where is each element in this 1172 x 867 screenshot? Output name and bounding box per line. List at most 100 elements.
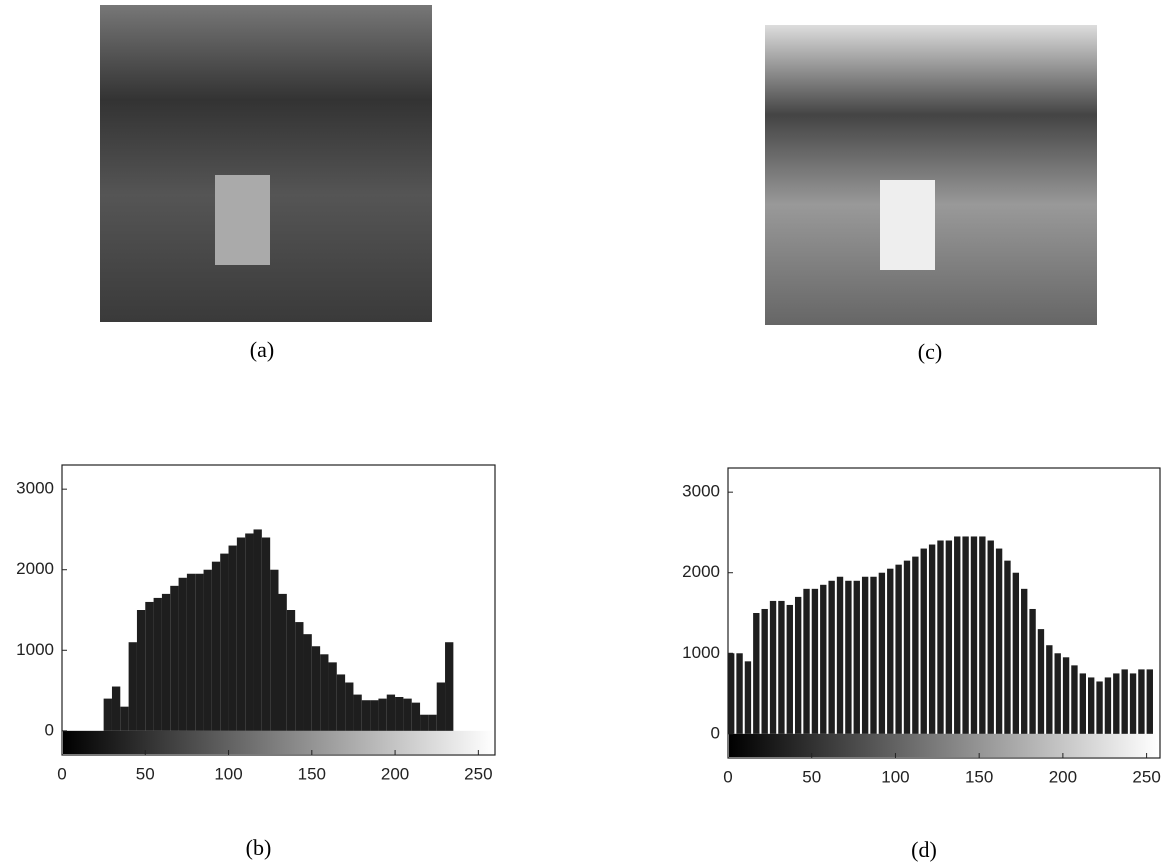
photo-equalized [765,25,1097,325]
bar [420,715,428,731]
bar [946,541,952,734]
bar [245,533,253,730]
bar [1004,561,1010,734]
bar [320,654,328,731]
bar [129,642,137,731]
bar [337,674,345,730]
bar [254,529,262,730]
gray-scale-bar [729,734,1159,757]
bar [879,573,885,734]
bar [1138,669,1144,733]
bar [428,715,436,731]
bar [1055,653,1061,734]
bar [862,577,868,734]
bar [387,695,395,731]
bar [929,545,935,734]
bar [845,581,851,734]
bar [912,557,918,734]
x-tick-label: 50 [802,767,821,786]
bar [870,577,876,734]
bar [803,589,809,734]
y-tick-label: 2000 [16,559,54,578]
bar [770,601,776,734]
y-tick-label: 3000 [16,479,54,498]
bar [112,687,120,731]
bar [412,703,420,731]
caption: (c) [918,339,942,364]
bar [179,578,187,731]
bar [979,536,985,733]
bar [988,541,994,734]
bar [1130,673,1136,733]
caption: (b) [246,835,272,860]
x-tick-label: 150 [965,767,993,786]
bar [353,695,361,731]
bar [854,581,860,734]
bar [287,610,295,731]
bar [262,538,270,731]
bar [154,598,162,731]
x-tick-label: 0 [723,767,732,786]
bar [162,594,170,731]
bar [1113,673,1119,733]
bar [904,561,910,734]
bar [1013,573,1019,734]
bar [445,642,453,731]
bar [328,662,336,730]
bar [1105,677,1111,733]
bar [1046,645,1052,734]
bar [1021,589,1027,734]
bar [295,622,303,731]
y-tick-label: 0 [711,723,720,742]
bar [204,570,212,731]
x-tick-label: 250 [1132,767,1160,786]
bar [403,699,411,731]
bar [104,699,112,731]
bar [812,589,818,734]
gray-scale-bar [63,731,494,754]
bar [270,570,278,731]
bar [937,541,943,734]
bar [229,546,237,731]
x-tick-label: 100 [214,764,242,783]
bar [954,536,960,733]
bar [312,646,320,731]
bar [137,610,145,731]
bar [1096,681,1102,733]
bar [1080,673,1086,733]
bar [795,597,801,734]
caption: (a) [250,337,274,362]
bar [362,700,370,731]
photo-original [100,5,432,322]
bar [1071,665,1077,733]
x-tick-label: 250 [464,764,492,783]
bar [237,538,245,731]
bar [887,569,893,734]
y-tick-label: 2000 [682,562,720,581]
y-tick-label: 3000 [682,482,720,501]
figure: (a) (c) 0 1000 2000 3000 0 50 100 150 200 250 (b) 0… [0,0,1172,867]
bar [753,613,759,734]
bar [279,594,287,731]
bar [1038,629,1044,734]
bar [745,661,751,734]
x-tick-label: 150 [298,764,326,783]
bar [187,574,195,731]
bar [728,653,734,734]
bar [736,653,742,734]
x-tick-label: 200 [1049,767,1077,786]
bar [996,549,1002,734]
bar [778,601,784,734]
bar [895,565,901,734]
bar [837,577,843,734]
bar [145,602,153,731]
bar [820,585,826,734]
bar [345,683,353,731]
bar [120,707,128,731]
bar [761,609,767,734]
bar [971,536,977,733]
bar [395,697,403,731]
y-tick-label: 1000 [16,640,54,659]
y-tick-label: 0 [45,720,54,739]
bar [378,699,386,731]
